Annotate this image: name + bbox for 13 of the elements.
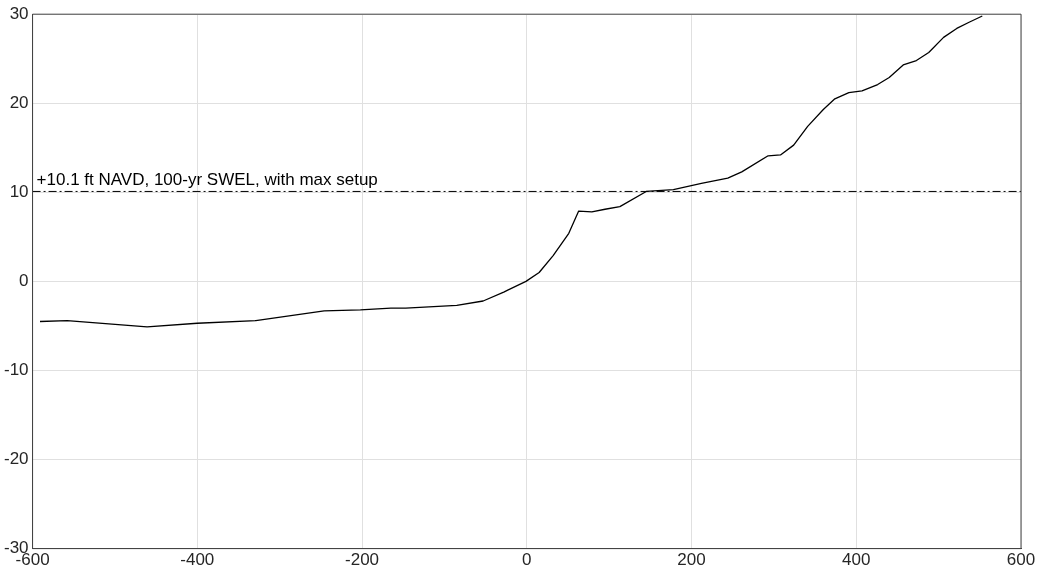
y-tick-label: 10: [9, 182, 29, 202]
y-tick-label: -20: [3, 449, 29, 469]
x-tick-label: -400: [180, 550, 215, 570]
x-tick-label: -200: [345, 550, 380, 570]
y-tick-label: -10: [3, 360, 29, 380]
y-tick-label: 0: [19, 271, 29, 291]
x-tick-label: 200: [677, 550, 706, 570]
x-tick-label: 0: [522, 550, 532, 570]
ref-line-label: +10.1 ft NAVD, 100-yr SWEL, with max setup: [36, 169, 378, 189]
x-tick-label: 600: [1006, 550, 1036, 570]
x-tick-label: 400: [842, 550, 871, 570]
y-tick-label: 30: [9, 3, 29, 23]
y-tick-label: 20: [9, 92, 29, 112]
